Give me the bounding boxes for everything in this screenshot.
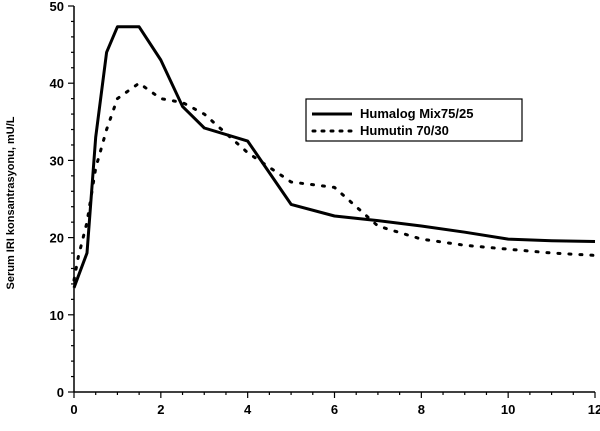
legend-label-humalog: Humalog Mix75/25: [360, 106, 473, 121]
x-tick-label: 6: [331, 402, 338, 417]
legend: Humalog Mix75/25 Humutin 70/30: [305, 98, 523, 142]
y-tick-label: 20: [50, 231, 64, 246]
y-tick-label: 10: [50, 308, 64, 323]
series-line-humutin: [72, 81, 597, 282]
legend-box: [305, 98, 523, 142]
x-tick-label: 12: [588, 402, 600, 417]
y-axis-label: Serum IRI konsantrasyonu, mU/L: [5, 116, 17, 289]
y-tick-label: 40: [50, 76, 64, 91]
y-tick-label: 0: [57, 385, 64, 400]
series-layer: [72, 25, 597, 289]
x-tick-label: 10: [501, 402, 515, 417]
x-tick-label: 0: [70, 402, 77, 417]
y-tick-label: 50: [50, 0, 64, 14]
y-tick-label: 30: [50, 153, 64, 168]
x-tick-label: 4: [244, 402, 252, 417]
legend-label-humutin: Humutin 70/30: [360, 123, 449, 138]
series-line-humalog: [72, 25, 596, 289]
x-tick-label: 8: [418, 402, 425, 417]
axes: 0 10 20 30 40 50 0 2 4 6 8 10 12: [50, 0, 600, 417]
x-tick-label: 2: [157, 402, 164, 417]
